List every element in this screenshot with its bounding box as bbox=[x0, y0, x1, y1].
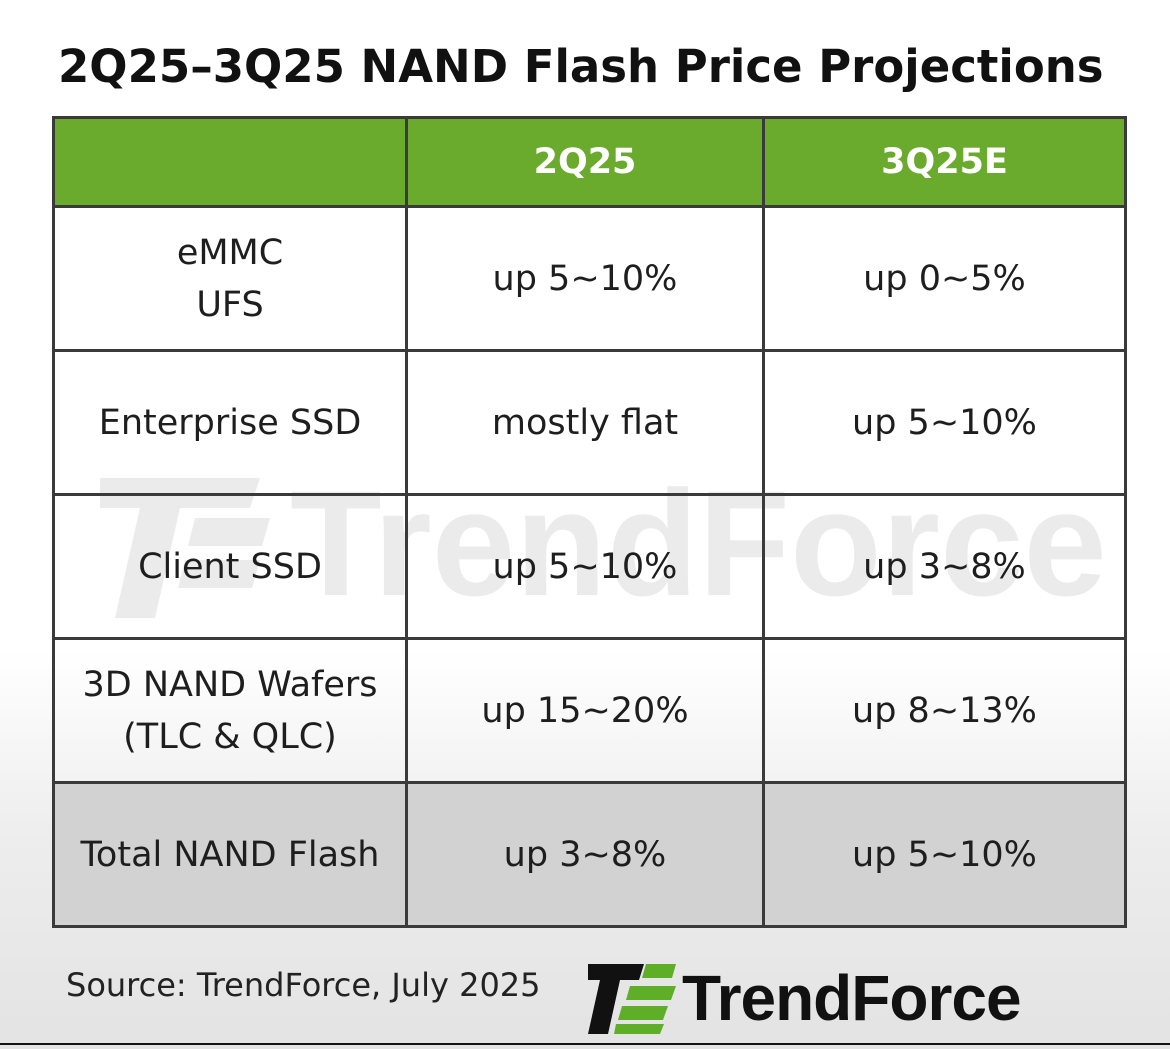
table-row-3d-nand-wafers: 3D NAND Wafers (TLC & QLC) up 15~20% up … bbox=[52, 637, 1127, 784]
table-header-row: 2Q25 3Q25E bbox=[52, 116, 1127, 208]
category-line: Client SSD bbox=[138, 546, 322, 587]
value-cell-2q25: up 3~8% bbox=[405, 781, 765, 928]
value-cell-2q25: up 15~20% bbox=[405, 637, 765, 784]
value-cell-3q25e: up 5~10% bbox=[762, 781, 1127, 928]
category-cell: eMMC UFS bbox=[52, 205, 408, 352]
category-cell: Total NAND Flash bbox=[52, 781, 408, 928]
category-line: Enterprise SSD bbox=[98, 402, 362, 443]
table-row-total-nand-flash: Total NAND Flash up 3~8% up 5~10% bbox=[52, 781, 1127, 928]
source-note: Source: TrendForce, July 2025 bbox=[66, 966, 541, 1004]
category-cell: Enterprise SSD bbox=[52, 349, 408, 496]
value-cell-2q25: up 5~10% bbox=[405, 205, 765, 352]
logo-text: TrendForce bbox=[682, 962, 1022, 1034]
page-title: 2Q25–3Q25 NAND Flash Price Projections bbox=[58, 40, 1104, 93]
header-cell-2q25: 2Q25 bbox=[405, 116, 765, 208]
value-cell-3q25e: up 0~5% bbox=[762, 205, 1127, 352]
category-cell: 3D NAND Wafers (TLC & QLC) bbox=[52, 637, 408, 784]
header-cell-3q25e: 3Q25E bbox=[762, 116, 1127, 208]
price-projection-table: 2Q25 3Q25E eMMC UFS up 5~10% up 0~5% Ent… bbox=[52, 116, 1127, 928]
trendforce-logo-icon bbox=[588, 964, 676, 1034]
value-cell-3q25e: up 3~8% bbox=[762, 493, 1127, 640]
category-cell: Client SSD bbox=[52, 493, 408, 640]
trendforce-logo: TrendForce bbox=[586, 958, 1126, 1038]
category-line: 3D NAND Wafers bbox=[82, 664, 378, 705]
category-line: UFS bbox=[196, 284, 264, 325]
value-cell-2q25: mostly flat bbox=[405, 349, 765, 496]
table-row-enterprise-ssd: Enterprise SSD mostly flat up 5~10% bbox=[52, 349, 1127, 496]
header-cell-category bbox=[52, 116, 408, 208]
table-row-client-ssd: Client SSD up 5~10% up 3~8% bbox=[52, 493, 1127, 640]
value-cell-2q25: up 5~10% bbox=[405, 493, 765, 640]
value-cell-3q25e: up 5~10% bbox=[762, 349, 1127, 496]
bottom-divider bbox=[0, 1043, 1170, 1045]
value-cell-3q25e: up 8~13% bbox=[762, 637, 1127, 784]
category-line: (TLC & QLC) bbox=[123, 716, 337, 757]
category-line: eMMC bbox=[176, 232, 284, 273]
table-row-emmc-ufs: eMMC UFS up 5~10% up 0~5% bbox=[52, 205, 1127, 352]
